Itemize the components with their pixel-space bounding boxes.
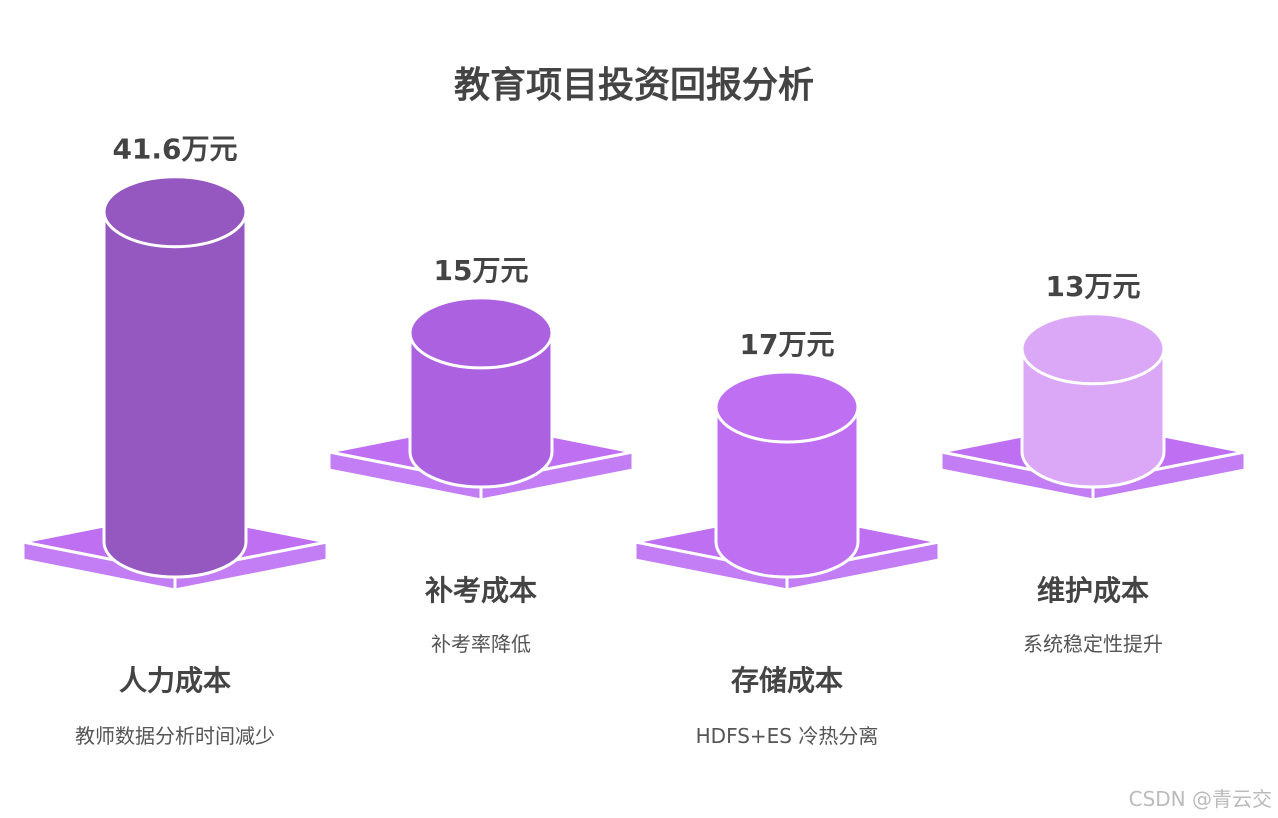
bars-group: 41.6万元人力成本教师数据分析时间减少15万元补考成本补考率降低17万元存储成… (21, 133, 1247, 748)
bar-cylinder-body (408, 331, 554, 489)
value-label: 15万元 (434, 254, 529, 287)
bar-cylinder-body (102, 210, 248, 579)
bar-cylinder-top (1020, 312, 1166, 386)
description-label: 教师数据分析时间减少 (75, 724, 275, 748)
value-label: 13万元 (1046, 270, 1141, 303)
chart-title: 教育项目投资回报分析 (454, 65, 814, 106)
description-label: 补考率降低 (431, 632, 531, 656)
bar-cylinder-body (1020, 347, 1166, 489)
bar-cylinder-top (102, 175, 248, 249)
bar-cylinder-top (408, 296, 554, 370)
bar-cylinder-top (714, 370, 860, 444)
category-label: 人力成本 (119, 664, 231, 697)
category-label: 补考成本 (425, 574, 537, 607)
description-label: HDFS+ES 冷热分离 (696, 724, 879, 748)
category-label: 存储成本 (731, 664, 843, 697)
watermark: CSDN @青云交 (1129, 787, 1272, 811)
bar-cylinder-body (714, 405, 860, 579)
value-label: 17万元 (740, 328, 835, 361)
category-label: 维护成本 (1037, 574, 1149, 607)
description-label: 系统稳定性提升 (1023, 632, 1163, 656)
value-label: 41.6万元 (112, 133, 237, 166)
